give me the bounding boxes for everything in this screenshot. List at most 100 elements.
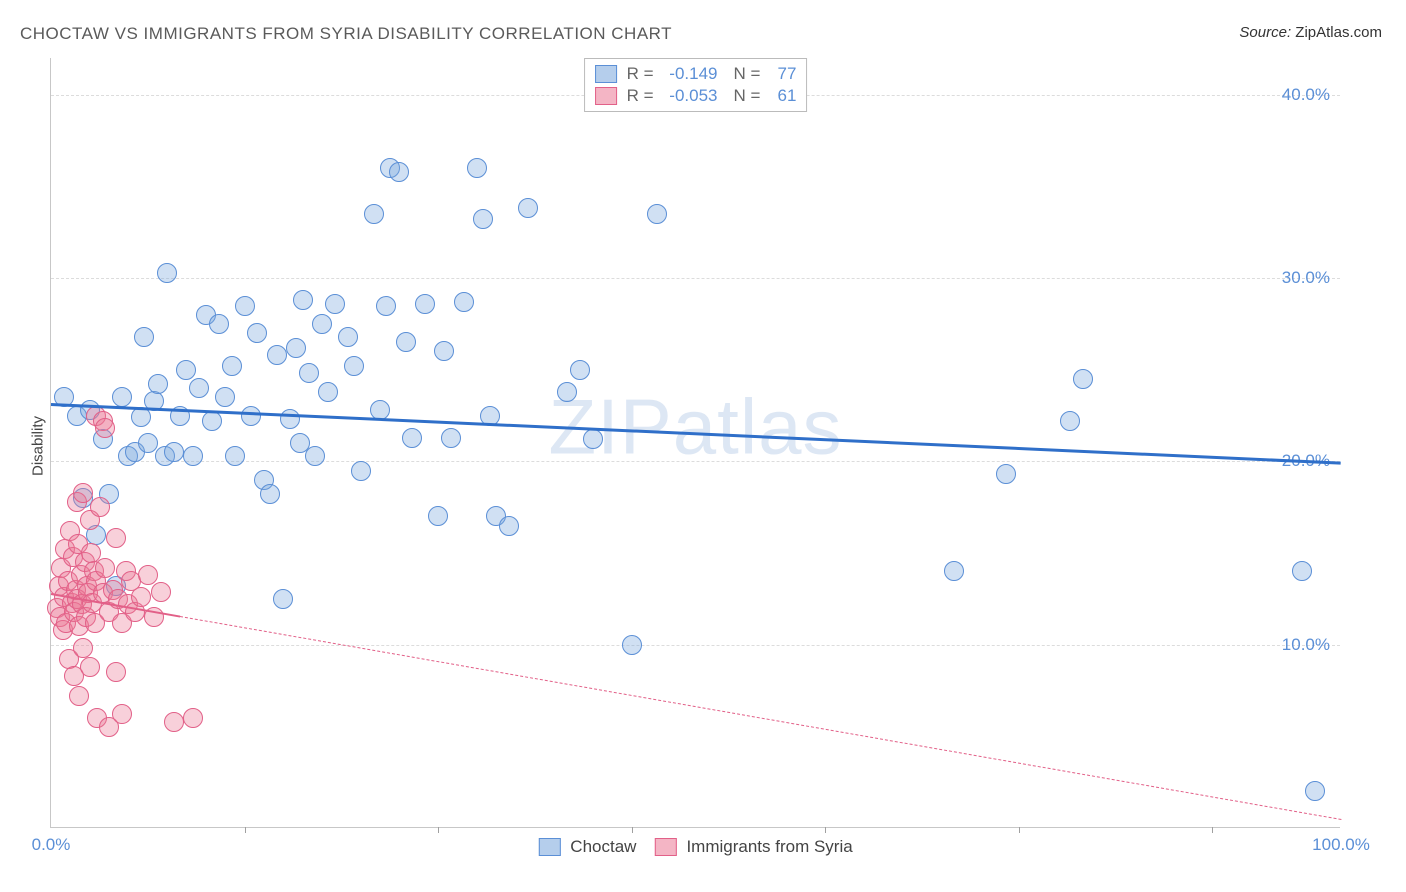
n-value-syria: 61	[766, 86, 796, 106]
data-point	[441, 428, 461, 448]
data-point	[183, 708, 203, 728]
gridline	[51, 278, 1340, 279]
data-point	[106, 662, 126, 682]
data-point	[69, 686, 89, 706]
data-point	[518, 198, 538, 218]
data-point	[396, 332, 416, 352]
x-tick-mark	[1212, 827, 1213, 833]
data-point	[1292, 561, 1312, 581]
data-point	[402, 428, 422, 448]
data-point	[376, 296, 396, 316]
x-tick-label: 100.0%	[1312, 835, 1370, 855]
legend-label: Choctaw	[570, 837, 636, 857]
data-point	[95, 558, 115, 578]
series-legend: Choctaw Immigrants from Syria	[538, 837, 852, 857]
data-point	[215, 387, 235, 407]
x-tick-label: 0.0%	[32, 835, 71, 855]
data-point	[286, 338, 306, 358]
data-point	[106, 528, 126, 548]
data-point	[318, 382, 338, 402]
x-tick-mark	[632, 827, 633, 833]
scatter-plot: ZIPatlas R = -0.149 N = 77 R = -0.053 N …	[50, 58, 1340, 828]
data-point	[351, 461, 371, 481]
data-point	[325, 294, 345, 314]
data-point	[151, 582, 171, 602]
data-point	[202, 411, 222, 431]
data-point	[134, 327, 154, 347]
data-point	[189, 378, 209, 398]
data-point	[235, 296, 255, 316]
n-label: N =	[734, 64, 761, 84]
data-point	[293, 290, 313, 310]
swatch-icon	[654, 838, 676, 856]
data-point	[90, 497, 110, 517]
r-value-syria: -0.053	[660, 86, 718, 106]
watermark-text: ZIPatlas	[548, 383, 842, 471]
data-point	[1305, 781, 1325, 801]
y-axis-label: Disability	[30, 416, 47, 476]
data-point	[1060, 411, 1080, 431]
data-point	[428, 506, 448, 526]
data-point	[622, 635, 642, 655]
data-point	[454, 292, 474, 312]
chart-title: CHOCTAW VS IMMIGRANTS FROM SYRIA DISABIL…	[20, 24, 672, 44]
data-point	[164, 712, 184, 732]
data-point	[138, 433, 158, 453]
data-point	[73, 638, 93, 658]
legend-row-syria: R = -0.053 N = 61	[595, 85, 797, 107]
data-point	[305, 446, 325, 466]
data-point	[338, 327, 358, 347]
r-label: R =	[627, 64, 654, 84]
data-point	[467, 158, 487, 178]
n-label: N =	[734, 86, 761, 106]
data-point	[164, 442, 184, 462]
gridline	[51, 645, 1340, 646]
data-point	[570, 360, 590, 380]
x-tick-mark	[245, 827, 246, 833]
data-point	[138, 565, 158, 585]
y-tick-label: 40.0%	[1282, 85, 1330, 105]
n-value-choctaw: 77	[766, 64, 796, 84]
y-tick-label: 30.0%	[1282, 268, 1330, 288]
x-tick-mark	[1019, 827, 1020, 833]
data-point	[112, 387, 132, 407]
gridline	[51, 461, 1340, 462]
data-point	[241, 406, 261, 426]
legend-item-choctaw: Choctaw	[538, 837, 636, 857]
data-point	[183, 446, 203, 466]
data-point	[1073, 369, 1093, 389]
data-point	[260, 484, 280, 504]
data-point	[557, 382, 577, 402]
source-label: Source:	[1239, 24, 1291, 41]
data-point	[131, 587, 151, 607]
data-point	[434, 341, 454, 361]
trendline	[180, 616, 1341, 820]
r-value-choctaw: -0.149	[660, 64, 718, 84]
source-attribution: Source: ZipAtlas.com	[1239, 24, 1382, 41]
data-point	[176, 360, 196, 380]
data-point	[222, 356, 242, 376]
data-point	[280, 409, 300, 429]
legend-label: Immigrants from Syria	[686, 837, 852, 857]
data-point	[944, 561, 964, 581]
swatch-icon	[538, 838, 560, 856]
data-point	[312, 314, 332, 334]
legend-row-choctaw: R = -0.149 N = 77	[595, 63, 797, 85]
data-point	[80, 657, 100, 677]
data-point	[267, 345, 287, 365]
data-point	[996, 464, 1016, 484]
data-point	[647, 204, 667, 224]
data-point	[225, 446, 245, 466]
correlation-legend: R = -0.149 N = 77 R = -0.053 N = 61	[584, 58, 808, 112]
data-point	[112, 704, 132, 724]
data-point	[299, 363, 319, 383]
y-tick-label: 10.0%	[1282, 635, 1330, 655]
data-point	[209, 314, 229, 334]
data-point	[415, 294, 435, 314]
source-value: ZipAtlas.com	[1295, 24, 1382, 41]
swatch-syria	[595, 87, 617, 105]
data-point	[344, 356, 364, 376]
swatch-choctaw	[595, 65, 617, 83]
x-tick-mark	[438, 827, 439, 833]
r-label: R =	[627, 86, 654, 106]
